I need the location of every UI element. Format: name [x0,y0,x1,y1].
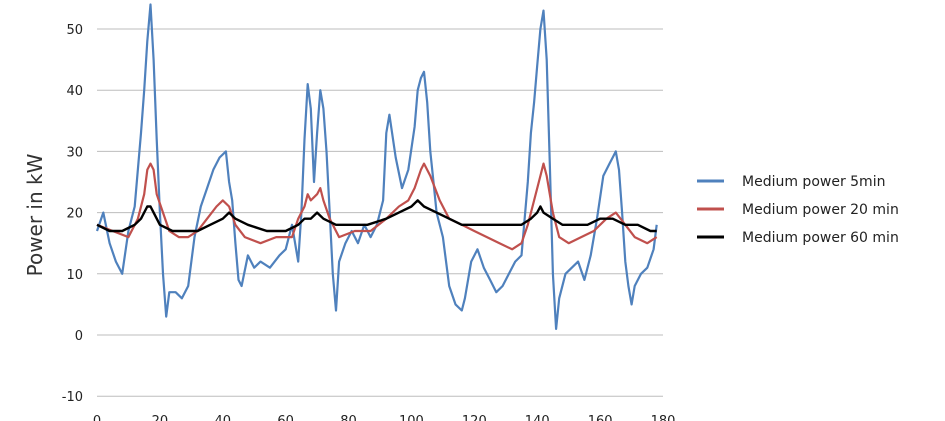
x-tick-label: 40 [215,414,232,421]
x-tick-label: 100 [399,414,424,421]
y-tick-label: 20 [66,207,83,222]
x-tick-label: 80 [340,414,357,421]
y-axis-tick-labels: -10 0 10 20 30 40 50 [62,23,83,405]
x-tick-label: 20 [152,414,169,421]
y-tick-label: 40 [66,84,83,99]
y-tick-label: -10 [62,390,83,405]
y-tick-label: 50 [66,23,83,38]
x-tick-label: 140 [525,414,550,421]
x-tick-label: 0 [93,414,101,421]
series-line-3 [96,199,657,233]
x-tick-label: 60 [277,414,294,421]
legend: Medium power 5min Medium power 20 min Medi… [697,174,899,246]
x-axis-tick-labels: 0 20 40 60 80 100 120 140 160 180 [93,414,676,421]
y-tick-label: 10 [66,268,83,283]
x-tick-label: 160 [588,414,613,421]
legend-label-1: Medium power 5min [742,174,885,190]
legend-label-2: Medium power 20 min [742,202,899,218]
y-axis-label: Power in kW [23,153,47,276]
gridlines [97,28,663,397]
series-lines [95,3,658,330]
x-tick-label: 180 [651,414,676,421]
series-line-2 [96,162,658,251]
series-line-1 [95,3,658,330]
x-tick-label: 120 [462,414,487,421]
y-tick-label: 0 [75,329,83,344]
y-tick-label: 30 [66,145,83,160]
legend-label-3: Medium power 60 min [742,230,899,246]
